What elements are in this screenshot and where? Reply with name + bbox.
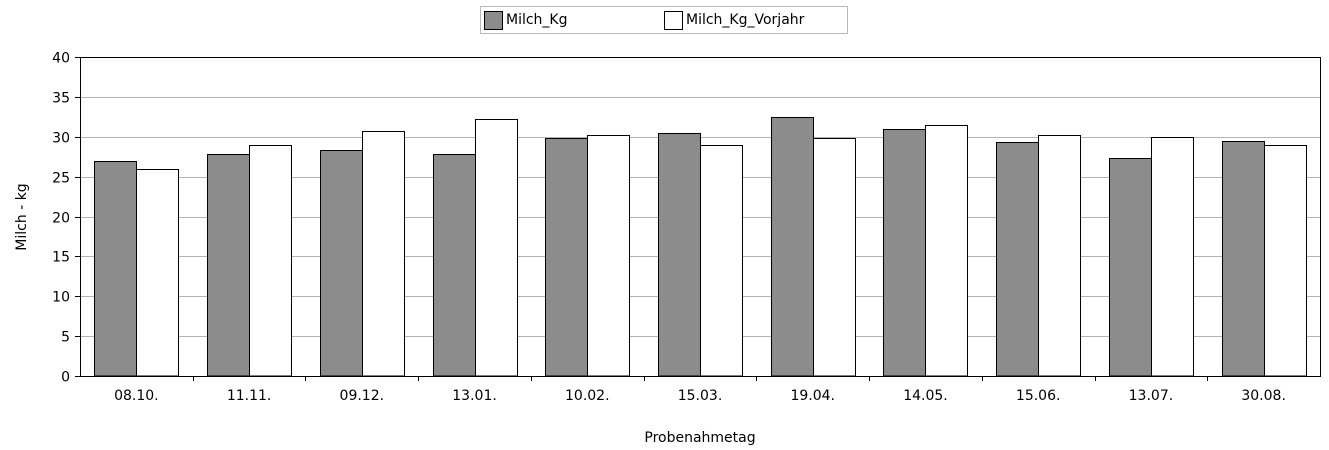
legend-item-milch-kg: Milch_Kg bbox=[484, 10, 568, 30]
bar-milch-kg-vorjahr bbox=[1151, 137, 1194, 377]
bar-milch-kg bbox=[883, 129, 926, 377]
x-tick-label: 19.04. bbox=[790, 388, 835, 404]
x-axis-ticks: 08.10. 11.11. 09.12. 13.01. 10.02. 15.03. 19.0… bbox=[114, 376, 1286, 404]
y-tick-label: 10 bbox=[52, 290, 70, 306]
legend-swatch-milch-kg-vorjahr bbox=[664, 10, 683, 30]
y-axis-ticks: 0 5 10 15 20 25 30 35 40 bbox=[52, 51, 80, 386]
y-axis-label: Milch - kg bbox=[14, 183, 30, 250]
bar-milch-kg-vorjahr bbox=[475, 119, 518, 377]
bar-milch-kg bbox=[320, 150, 363, 377]
bar-milch-kg bbox=[658, 133, 701, 377]
bar-milch-kg bbox=[433, 154, 476, 377]
y-tick-label: 30 bbox=[52, 131, 70, 147]
bar-milch-kg-vorjahr bbox=[249, 145, 292, 377]
bar-milch-kg-vorjahr bbox=[813, 138, 856, 377]
legend-label-milch-kg: Milch_Kg bbox=[506, 12, 568, 28]
bar-milch-kg-vorjahr bbox=[587, 135, 630, 377]
x-tick-label: 11.11. bbox=[227, 388, 272, 404]
x-tick-label: 13.07. bbox=[1129, 388, 1174, 404]
x-tick-label: 30.08. bbox=[1241, 388, 1286, 404]
plot-area-border bbox=[80, 57, 1321, 377]
bar-milch-kg-vorjahr bbox=[700, 145, 743, 377]
bar-milch-kg bbox=[996, 142, 1039, 377]
bar-milch-kg-vorjahr bbox=[1264, 145, 1307, 377]
legend-label-milch-kg-vorjahr: Milch_Kg_Vorjahr bbox=[686, 12, 805, 28]
bar-milch-kg bbox=[771, 117, 814, 377]
y-tick-label: 40 bbox=[52, 51, 70, 67]
legend-swatch-milch-kg bbox=[484, 10, 503, 30]
legend-item-milch-kg-vorjahr: Milch_Kg_Vorjahr bbox=[664, 10, 804, 30]
y-tick-label: 0 bbox=[61, 370, 70, 386]
bar-milch-kg bbox=[1222, 141, 1265, 377]
bar-milch-kg-vorjahr bbox=[925, 125, 968, 377]
x-axis-label: Probenahmetag bbox=[644, 430, 755, 446]
y-tick-label: 25 bbox=[52, 171, 70, 187]
x-tick-label: 15.03. bbox=[678, 388, 723, 404]
bar-milch-kg bbox=[207, 154, 250, 377]
bar-milch-kg-vorjahr bbox=[362, 131, 405, 377]
y-tick-label: 5 bbox=[61, 330, 70, 346]
bar-milch-kg bbox=[94, 161, 137, 377]
bar-milch-kg bbox=[545, 138, 588, 377]
y-tick-label: 35 bbox=[52, 91, 70, 107]
x-tick-label: 10.02. bbox=[565, 388, 610, 404]
x-tick-label: 09.12. bbox=[340, 388, 385, 404]
bar-milch-kg-vorjahr bbox=[136, 169, 179, 377]
x-tick-label: 13.01. bbox=[452, 388, 497, 404]
bars-group bbox=[94, 117, 1307, 377]
x-tick-label: 15.06. bbox=[1016, 388, 1061, 404]
chart-legend: Milch_Kg Milch_Kg_Vorjahr bbox=[480, 6, 848, 34]
y-tick-label: 20 bbox=[52, 211, 70, 227]
y-tick-label: 15 bbox=[52, 250, 70, 266]
x-tick-label: 08.10. bbox=[114, 388, 159, 404]
bar-milch-kg-vorjahr bbox=[1038, 135, 1081, 377]
x-tick-label: 14.05. bbox=[903, 388, 948, 404]
bar-milch-kg bbox=[1109, 158, 1152, 377]
